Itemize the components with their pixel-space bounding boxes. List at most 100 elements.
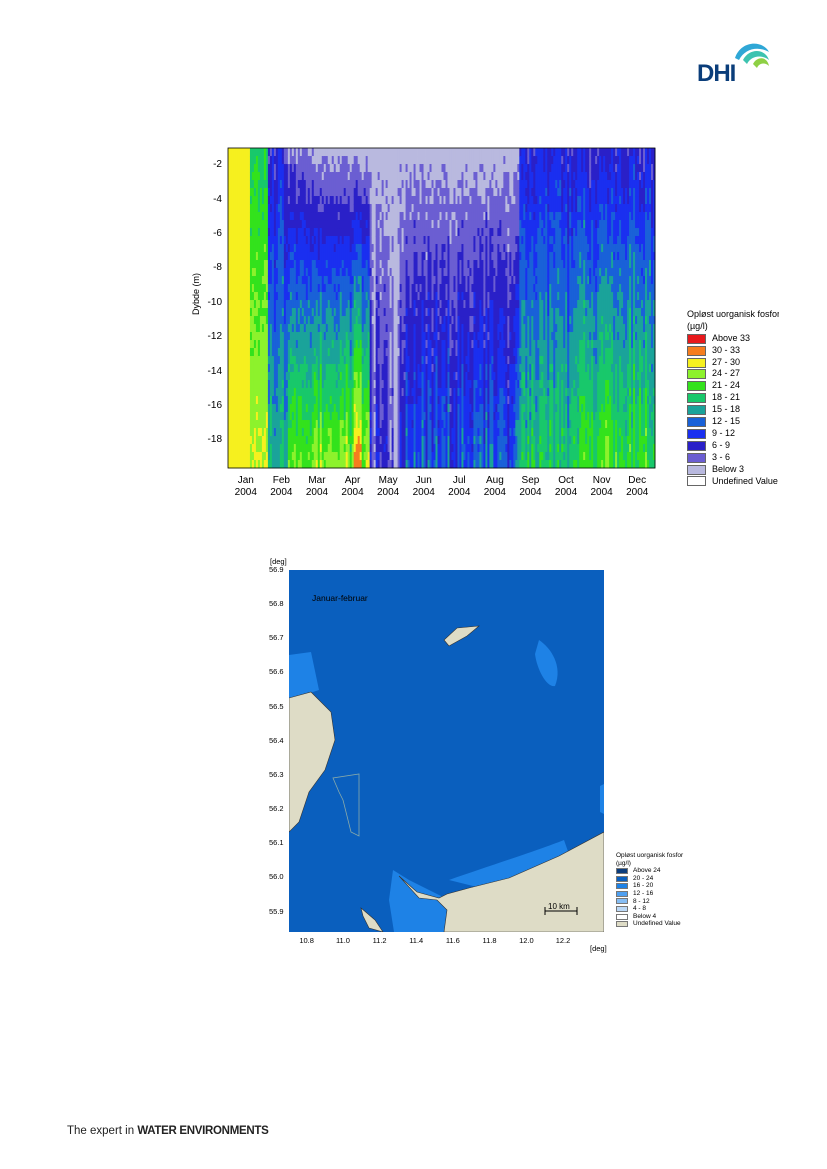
- profile-cell: [239, 452, 243, 461]
- profile-cell: [275, 164, 279, 173]
- profile-cell: [257, 180, 261, 189]
- profile-cell: [273, 268, 277, 277]
- profile-cell: [455, 348, 458, 357]
- profile-cell: [285, 172, 289, 181]
- profile-cell: [465, 228, 468, 237]
- profile-cell: [445, 316, 448, 325]
- profile-cell: [228, 228, 231, 237]
- profile-cell: [371, 460, 375, 469]
- profile-cell: [327, 364, 331, 373]
- profile-cell: [455, 460, 458, 469]
- profile-cell: [435, 252, 438, 261]
- profile-cell: [427, 220, 430, 229]
- profile-cell: [317, 228, 321, 237]
- profile-cell: [267, 380, 271, 389]
- profile-cell: [233, 452, 237, 461]
- profile-cell: [279, 292, 283, 301]
- profile-cell: [385, 404, 389, 413]
- profile-cell: [467, 404, 470, 413]
- profile-cell: [463, 180, 466, 189]
- profile-cell: [353, 220, 357, 229]
- profile-cell: [343, 284, 347, 293]
- profile-cell: [389, 348, 393, 357]
- profile-cell: [243, 340, 247, 349]
- profile-cell: [275, 252, 279, 261]
- profile-cell: [283, 276, 287, 285]
- profile-cell: [369, 148, 373, 157]
- profile-cell: [257, 460, 261, 469]
- profile-cell: [407, 204, 410, 213]
- profile-cell: [349, 292, 353, 301]
- profile-cell: [349, 268, 353, 277]
- profile-cell: [251, 460, 255, 469]
- profile-cell: [357, 404, 361, 413]
- profile-cell: [411, 332, 414, 341]
- profile-cell: [419, 292, 422, 301]
- profile-cell: [379, 340, 383, 349]
- profile-cell: [235, 220, 239, 229]
- profile-cell: [273, 308, 277, 317]
- profile-cell: [381, 252, 385, 261]
- profile-cell: [299, 196, 303, 205]
- profile-cell: [401, 420, 404, 429]
- profile-cell: [273, 220, 277, 229]
- profile-cell: [339, 308, 343, 317]
- profile-cell: [317, 188, 321, 197]
- profile-cell: [325, 412, 329, 421]
- profile-cell: [359, 172, 363, 181]
- profile-cell: [233, 380, 237, 389]
- profile-cell: [441, 460, 444, 469]
- profile-cell: [311, 404, 315, 413]
- profile-cell: [267, 436, 271, 445]
- profile-cell: [475, 180, 478, 189]
- profile-cell: [459, 268, 462, 277]
- profile-cell: [435, 180, 438, 189]
- profile-cell: [455, 268, 458, 277]
- profile-cell: [365, 444, 369, 453]
- profile-cell: [389, 212, 393, 221]
- profile-cell: [467, 188, 470, 197]
- profile-cell: [321, 444, 325, 453]
- profile-cell: [317, 308, 321, 317]
- profile-cell: [409, 260, 412, 269]
- profile-cell: [305, 220, 309, 229]
- profile-cell: [279, 364, 283, 373]
- profile-cell: [389, 420, 393, 429]
- profile-cell: [331, 436, 335, 445]
- profile-cell: [277, 436, 281, 445]
- profile-cell: [281, 244, 285, 253]
- profile-cell: [283, 236, 287, 245]
- profile-cell: [465, 452, 468, 461]
- profile-cell: [417, 420, 420, 429]
- profile-cell: [387, 164, 391, 173]
- profile-cell: [347, 284, 351, 293]
- profile-cell: [327, 380, 331, 389]
- profile-cell: [435, 324, 438, 333]
- profile-cell: [447, 324, 450, 333]
- profile-cell: [407, 172, 410, 181]
- profile-cell: [397, 276, 400, 285]
- profile-cell: [417, 260, 420, 269]
- profile-cell: [291, 188, 295, 197]
- profile-cell: [327, 244, 331, 253]
- profile-cell: [473, 188, 476, 197]
- profile-cell: [411, 268, 414, 277]
- profile-cell: [279, 404, 283, 413]
- profile-cell: [441, 244, 444, 253]
- profile-cell: [271, 332, 275, 341]
- profile-cell: [271, 284, 275, 293]
- profile-cell: [291, 260, 295, 269]
- profile-cell: [417, 252, 420, 261]
- profile-cell: [411, 444, 414, 453]
- profile-cell: [233, 204, 237, 213]
- profile-cell: [471, 172, 474, 181]
- profile-cell: [461, 380, 464, 389]
- profile-cell: [355, 156, 359, 165]
- profile-cell: [289, 444, 293, 453]
- profile-cell: [393, 196, 397, 205]
- profile-cell: [357, 444, 361, 453]
- profile-cell: [313, 204, 317, 213]
- profile-cell: [411, 412, 414, 421]
- profile-cell: [267, 252, 271, 261]
- profile-cell: [301, 372, 305, 381]
